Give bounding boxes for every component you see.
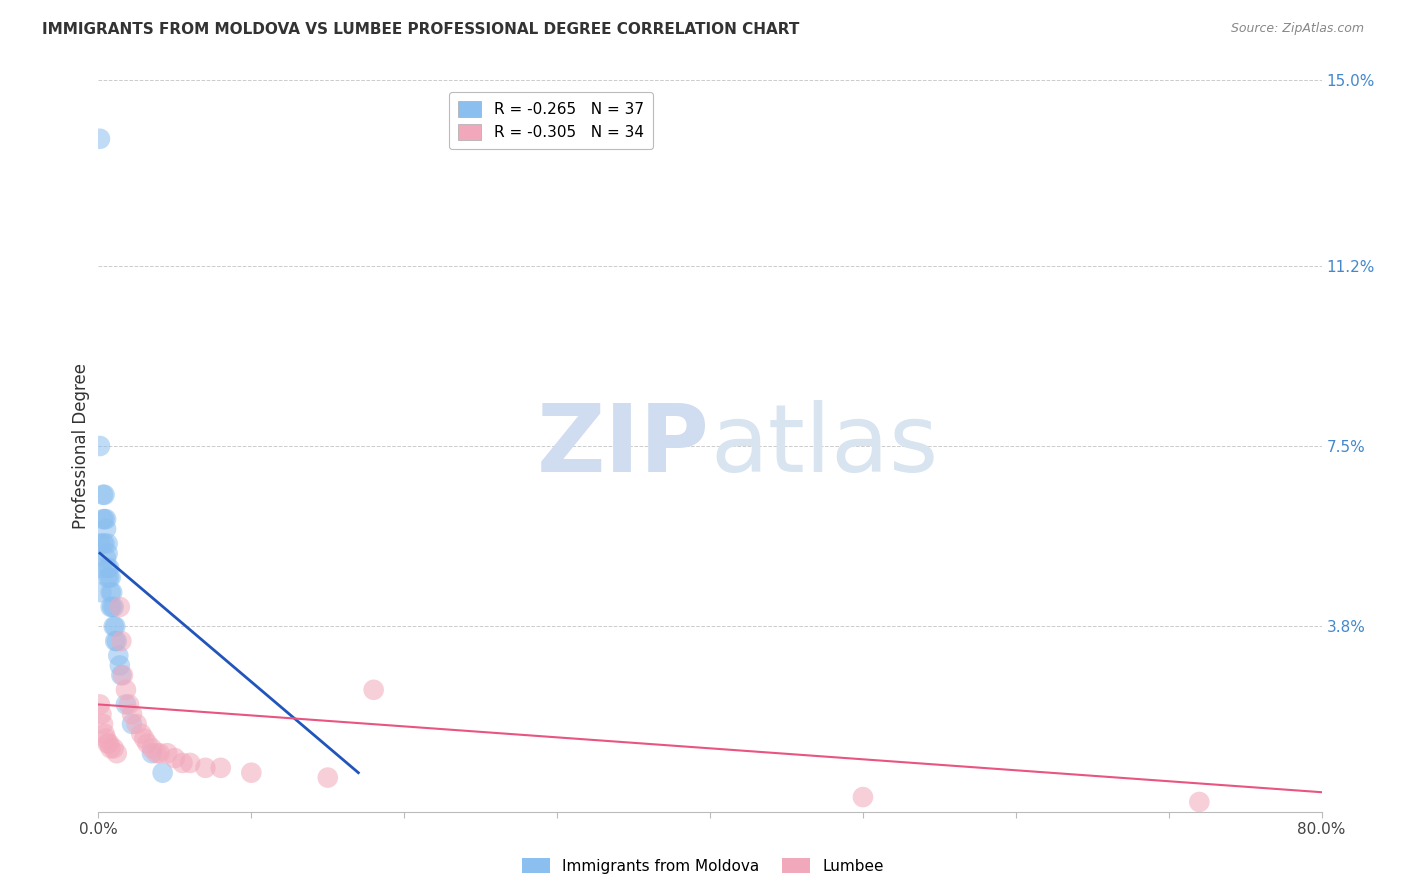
Point [115,682,138,697]
Point [209,761,232,775]
Point [100,571,122,585]
Point [89,132,111,146]
Text: ZIP: ZIP [537,400,710,492]
Point [89,698,111,712]
Point [103,741,125,756]
Point [156,746,179,760]
Point [90,561,112,575]
Point [852,790,875,805]
Text: atlas: atlas [710,400,938,492]
Point [100,585,122,599]
Point [152,765,174,780]
Point [91,536,114,550]
Point [97,546,120,560]
Point [105,746,128,760]
Point [90,585,112,599]
Text: Source: ZipAtlas.com: Source: ZipAtlas.com [1230,22,1364,36]
Point [121,707,143,722]
Point [316,771,339,785]
Point [93,536,115,550]
Point [107,648,129,663]
Point [97,736,120,750]
Point [111,668,134,682]
Point [98,571,121,585]
Y-axis label: Professional Degree: Professional Degree [72,363,90,529]
Legend: Immigrants from Moldova, Lumbee: Immigrants from Moldova, Lumbee [516,852,890,880]
Point [91,488,114,502]
Point [100,599,122,614]
Point [98,561,121,575]
Point [100,741,122,756]
Point [93,488,115,502]
Point [97,561,120,575]
Point [104,619,127,633]
Point [105,634,128,648]
Point [93,727,115,741]
Point [149,746,172,760]
Point [129,727,152,741]
Point [110,634,132,648]
Point [94,512,117,526]
Point [97,536,120,550]
Point [134,731,156,746]
Point [104,634,127,648]
Point [89,536,111,550]
Point [94,731,117,746]
Point [91,717,114,731]
Point [125,717,148,731]
Point [172,756,194,770]
Legend: R = -0.265   N = 37, R = -0.305   N = 34: R = -0.265 N = 37, R = -0.305 N = 34 [450,92,652,149]
Point [103,619,125,633]
Point [101,599,124,614]
Text: IMMIGRANTS FROM MOLDOVA VS LUMBEE PROFESSIONAL DEGREE CORRELATION CHART: IMMIGRANTS FROM MOLDOVA VS LUMBEE PROFES… [42,22,800,37]
Point [163,751,186,765]
Point [98,736,121,750]
Point [93,512,115,526]
Point [145,746,167,760]
Point [108,599,131,614]
Point [110,668,132,682]
Point [103,599,125,614]
Point [179,756,201,770]
Point [1188,795,1211,809]
Point [240,765,263,780]
Point [101,585,124,599]
Point [121,717,143,731]
Point [94,522,117,536]
Point [97,571,120,585]
Point [91,512,114,526]
Point [94,551,117,566]
Point [108,658,131,673]
Point [89,439,111,453]
Point [115,698,138,712]
Point [136,736,159,750]
Point [363,682,385,697]
Point [141,746,163,760]
Point [141,741,163,756]
Point [90,707,112,722]
Point [194,761,217,775]
Point [118,698,141,712]
